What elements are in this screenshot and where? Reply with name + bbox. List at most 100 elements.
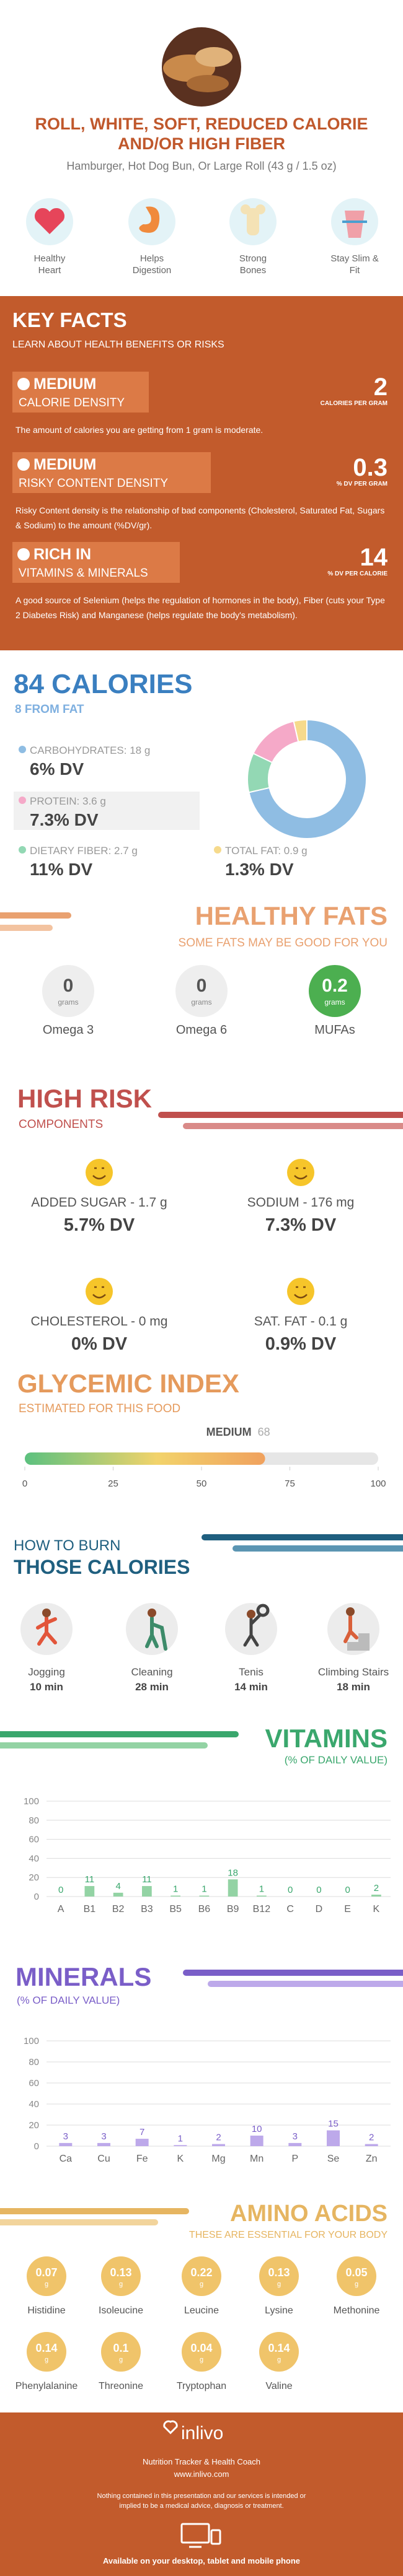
- value-label: 15: [328, 2119, 339, 2129]
- activity-name: Climbing Stairs: [317, 1666, 389, 1678]
- risk-icon-faces: [92, 1167, 308, 1299]
- amino-title: AMINO ACIDS: [229, 2201, 388, 2227]
- fact-unit: CALORIES PER GRAM: [320, 400, 388, 407]
- x-tick-label: K: [177, 2154, 184, 2164]
- bar: [142, 1886, 152, 1897]
- nutrient-dv: 11% DV: [30, 860, 93, 879]
- fact-name: CALORIE DENSITY: [19, 396, 125, 409]
- fact-icon: [17, 548, 30, 561]
- fact-label-box: [12, 542, 180, 583]
- activity-name: Jogging: [28, 1666, 65, 1678]
- value-label: 0: [288, 1885, 293, 1895]
- activity-time: 18 min: [337, 1681, 370, 1693]
- value-label: 3: [63, 2131, 68, 2142]
- fact-level: MEDIUM: [33, 456, 97, 473]
- amino-value: 0.13: [110, 2266, 132, 2279]
- amino-unit: g: [118, 2356, 123, 2364]
- pie-segment: [293, 718, 308, 743]
- y-tick-label: 60: [29, 2078, 39, 2089]
- amino-unit: g: [44, 2281, 49, 2288]
- x-tick-label: B1: [84, 1904, 96, 1915]
- value-label: 2: [369, 2133, 374, 2143]
- key-facts-title: KEY FACTS: [12, 308, 127, 331]
- activity-time: 28 min: [135, 1681, 169, 1693]
- bar: [228, 1879, 238, 1897]
- fact-name: VITAMINS & MINERALS: [19, 567, 148, 580]
- fact-name: RISKY CONTENT DENSITY: [19, 477, 169, 490]
- fat-badge: [42, 965, 94, 1017]
- url: www.inlivo.com: [174, 2469, 229, 2479]
- subtitle: Hamburger, Hot Dog Bun, Or Large Roll (4…: [66, 160, 337, 172]
- bar: [113, 1892, 123, 1897]
- fact-icon: [17, 458, 30, 471]
- x-tick-label: B9: [227, 1904, 239, 1915]
- x-tick-label: Se: [327, 2154, 340, 2164]
- burn-subtitle: THOSE CALORIES: [14, 1556, 190, 1578]
- value-label: 0: [58, 1885, 63, 1895]
- glycemic-subtitle: ESTIMATED FOR THIS FOOD: [19, 1402, 181, 1415]
- food-image: [162, 27, 241, 107]
- y-tick-label: 40: [29, 1853, 39, 1864]
- amino-unit: g: [354, 2281, 359, 2288]
- y-tick-label: 0: [34, 1892, 39, 1902]
- protein-row-background: [14, 792, 200, 830]
- gauge-value: 68: [257, 1426, 270, 1438]
- x-tick-label: A: [58, 1904, 64, 1915]
- amino-badge: [101, 2332, 141, 2372]
- high-risk-title: HIGH RISK: [17, 1084, 153, 1113]
- amino-name: Threonine: [98, 2381, 144, 2391]
- risk-name: SAT. FAT - 0.1 g: [254, 1314, 348, 1329]
- nutrient-dv: 6% DV: [30, 759, 84, 779]
- x-tick-label: 25: [108, 1478, 118, 1489]
- value-label: 2: [216, 2133, 221, 2143]
- glycemic-title: GLYCEMIC INDEX: [17, 1369, 239, 1398]
- benefit-label: Stay Slim & Fit: [330, 253, 379, 276]
- minerals-title: MINERALS: [16, 1962, 152, 1991]
- risk-dv: 5.7% DV: [63, 1215, 135, 1235]
- amino-unit: g: [44, 2356, 49, 2364]
- amino-name: Lysine: [265, 2305, 293, 2316]
- amino-name: Isoleucine: [98, 2305, 144, 2316]
- fat-value: 0: [63, 976, 74, 996]
- value-label: 7: [140, 2127, 144, 2137]
- fat-unit: grams: [324, 998, 345, 1006]
- brand: inlivo: [181, 2423, 224, 2443]
- nutrient-label: CARBOHYDRATES: 18 g: [30, 744, 151, 756]
- healthy-fats-title: HEALTHY FATS: [195, 901, 388, 930]
- legend-dot: [214, 846, 221, 854]
- decor-stripes: [0, 912, 403, 2225]
- bar: [250, 2136, 264, 2146]
- value-label: 4: [115, 1881, 120, 1892]
- bar: [59, 2142, 73, 2146]
- x-tick-label: K: [373, 1904, 380, 1915]
- value-label: 0: [345, 1885, 350, 1895]
- x-tick-label: P: [291, 2154, 298, 2164]
- fact-label-box: [12, 372, 149, 413]
- available: Available on your desktop, tablet and mo…: [102, 2556, 301, 2565]
- disclaimer: Nothing contained in this presentation a…: [97, 2492, 306, 2510]
- amino-value: 0.1: [113, 2342, 129, 2354]
- gauge-level: MEDIUM: [206, 1426, 252, 1438]
- y-tick-label: 80: [29, 1815, 39, 1826]
- bar: [174, 2145, 187, 2146]
- amino-badge: [182, 2332, 221, 2372]
- amino-badge: [259, 2332, 299, 2372]
- amino-badge: [101, 2256, 141, 2296]
- risk-dv: 0.9% DV: [265, 1334, 337, 1354]
- fat-unit: grams: [58, 998, 79, 1006]
- risk-icons: [86, 1159, 314, 1305]
- activity-time: 14 min: [234, 1681, 268, 1693]
- amino-value: 0.05: [345, 2266, 368, 2279]
- benefit-label: Healthy Heart: [33, 253, 66, 276]
- amino-value: 0.14: [35, 2342, 58, 2354]
- amino-value: 0.04: [190, 2342, 213, 2354]
- fat-name: MUFAs: [314, 1023, 355, 1037]
- value-label: 18: [228, 1867, 238, 1878]
- x-tick-label: C: [286, 1904, 294, 1915]
- x-tick-label: Fe: [136, 2154, 148, 2164]
- amino-badge: [337, 2256, 376, 2296]
- legend-dot: [19, 797, 26, 804]
- bar: [212, 2144, 225, 2146]
- fat-value: 0.2: [322, 976, 348, 996]
